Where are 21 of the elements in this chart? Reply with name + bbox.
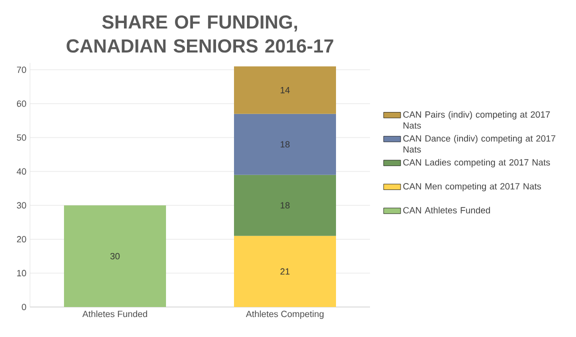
legend-label: CAN Pairs (indiv) competing at 2017 Nats (403, 111, 550, 129)
data-label: 18 (280, 141, 290, 148)
legend-label: CAN Men competing at 2017 Nats (403, 182, 541, 192)
y-tick-label: 0 (22, 304, 26, 310)
y-tick-label: 50 (16, 134, 26, 141)
x-tick-label: Athletes Competing (246, 310, 324, 319)
chart-title: SHARE OF FUNDING, CANADIAN SENIORS 2016-17 (66, 15, 334, 53)
legend-label: CAN Ladies competing at 2017 Nats (403, 158, 550, 168)
data-label: 30 (110, 252, 120, 260)
y-tick-label: 20 (16, 236, 26, 242)
data-label: 14 (280, 87, 290, 94)
y-tick-label: 10 (17, 270, 26, 276)
y-tick-label: 30 (16, 202, 26, 209)
legend-label: CAN Athletes Funded (403, 206, 490, 214)
y-tick-label: 40 (16, 168, 26, 175)
x-tick-label: Athletes Funded (82, 310, 148, 318)
y-tick-label: 70 (16, 66, 26, 73)
legend-label: CAN Dance (indiv) competing at 2017 Nats (403, 135, 556, 153)
y-tick-label: 60 (16, 100, 26, 107)
data-label: 18 (280, 202, 290, 209)
data-label: 21 (280, 268, 290, 275)
